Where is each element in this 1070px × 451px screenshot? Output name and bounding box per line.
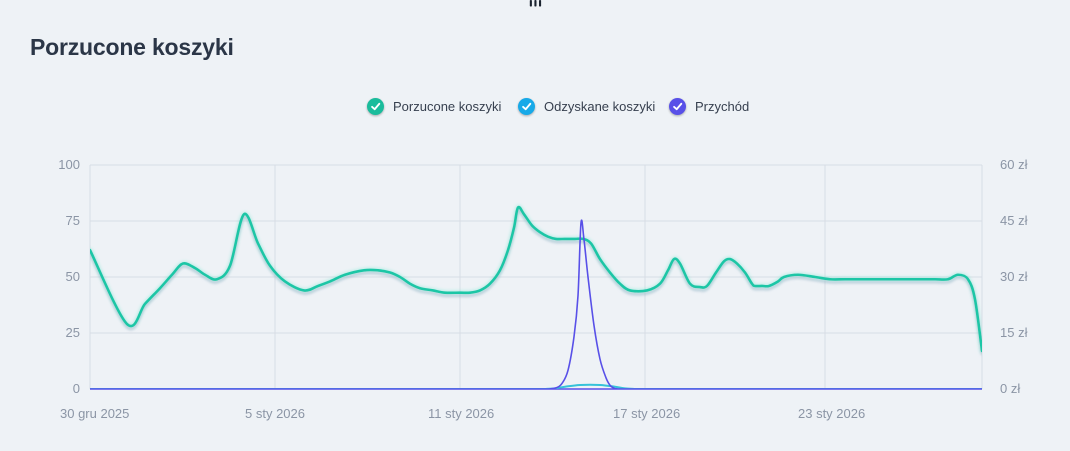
svg-text:60 zł: 60 zł (1000, 157, 1028, 172)
svg-text:100: 100 (58, 157, 80, 172)
svg-text:45 zł: 45 zł (1000, 213, 1028, 228)
svg-text:75: 75 (66, 213, 80, 228)
svg-text:11 sty 2026: 11 sty 2026 (428, 406, 494, 421)
svg-text:23 sty 2026: 23 sty 2026 (798, 406, 865, 421)
svg-text:15 zł: 15 zł (1000, 325, 1028, 340)
svg-text:5 sty 2026: 5 sty 2026 (245, 406, 305, 421)
svg-text:50: 50 (66, 269, 80, 284)
svg-text:25: 25 (66, 325, 80, 340)
svg-text:0 zł: 0 zł (1000, 381, 1020, 396)
svg-text:17 sty 2026: 17 sty 2026 (613, 406, 680, 421)
svg-text:0: 0 (73, 381, 80, 396)
svg-text:30 zł: 30 zł (1000, 269, 1028, 284)
svg-text:30 gru 2025: 30 gru 2025 (60, 406, 129, 421)
